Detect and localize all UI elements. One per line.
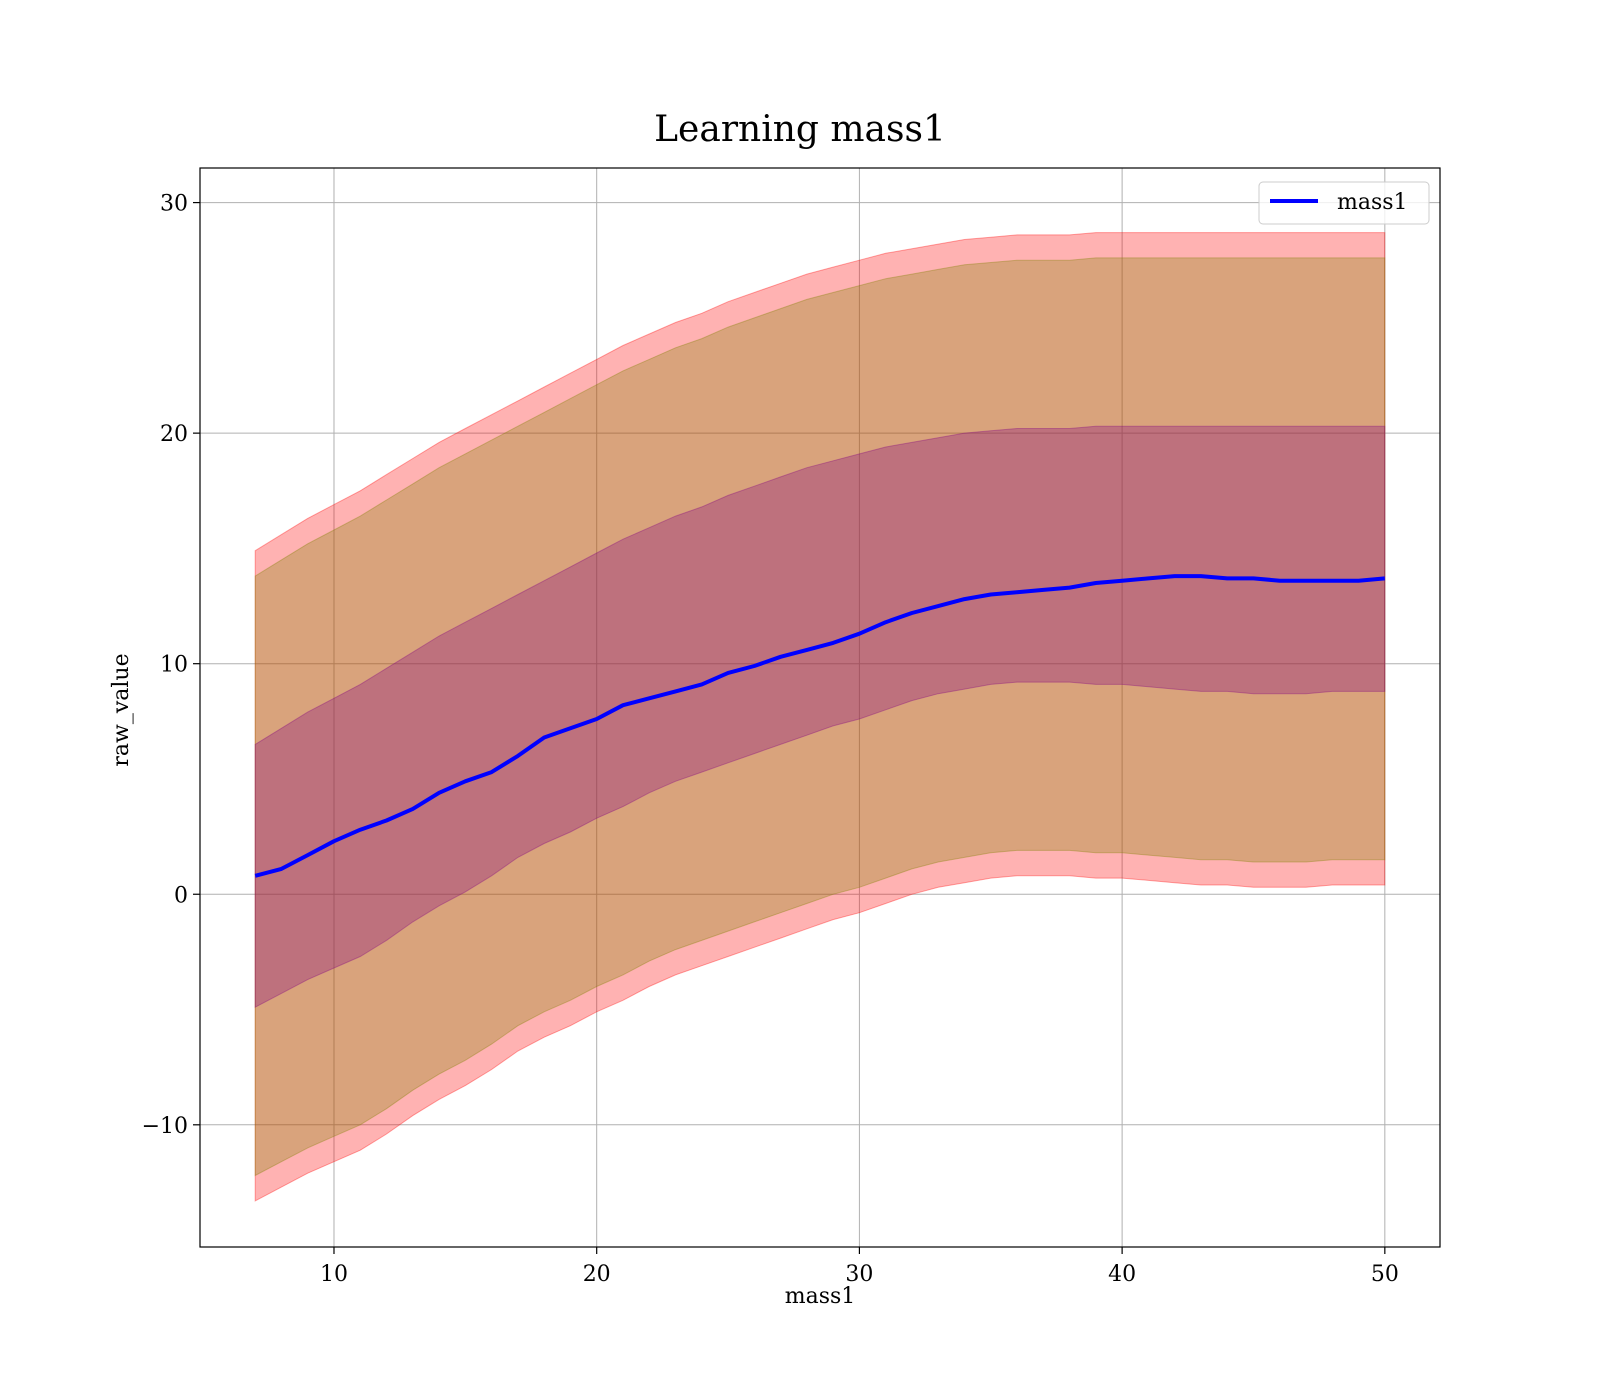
grid bbox=[200, 168, 1440, 1247]
chart-title: Learning mass1 bbox=[654, 109, 946, 150]
confidence-bands bbox=[254, 232, 1386, 1202]
y-tick-label: 0 bbox=[174, 883, 188, 908]
band-1 bbox=[254, 257, 1386, 1177]
plot-frame bbox=[199, 167, 1441, 1248]
y-tick-label: 30 bbox=[160, 192, 188, 217]
x-tick-label: 30 bbox=[845, 1262, 873, 1287]
x-tick-label: 10 bbox=[320, 1262, 348, 1287]
legend-box bbox=[1258, 181, 1430, 225]
y-tick-label: −10 bbox=[142, 1114, 188, 1139]
series-line-mass1 bbox=[254, 574, 1385, 878]
x-tick-label: 40 bbox=[1108, 1262, 1136, 1287]
x-ticks: 10 20 30 40 50 bbox=[320, 1247, 1399, 1287]
y-tick-label: 20 bbox=[160, 422, 188, 447]
y-ticks: −10 0 10 20 30 bbox=[142, 192, 200, 1139]
legend-label-mass1: mass1 bbox=[1337, 190, 1408, 215]
x-axis-label: mass1 bbox=[785, 1284, 856, 1309]
y-axis-label: raw_value bbox=[109, 653, 134, 766]
x-tick-label: 50 bbox=[1371, 1262, 1399, 1287]
band-2 bbox=[254, 425, 1386, 1009]
legend: mass1 bbox=[1258, 181, 1430, 225]
y-tick-label: 10 bbox=[160, 653, 188, 678]
band-0 bbox=[254, 232, 1386, 1202]
series-lines bbox=[254, 574, 1385, 878]
x-tick-label: 20 bbox=[583, 1262, 611, 1287]
